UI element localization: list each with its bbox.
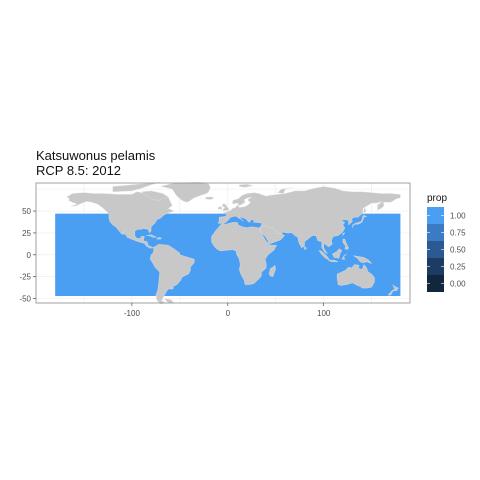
land-sakhalin: [363, 207, 367, 215]
legend-swatch: [427, 258, 444, 275]
legend-label: 0.50: [450, 246, 466, 255]
x-tick-label: 100: [317, 309, 331, 318]
y-tick-label: -50: [19, 295, 31, 304]
land-sri-lanka: [304, 246, 307, 250]
map-title: Katsuwonus pelamis: [36, 148, 156, 163]
legend-swatch: [427, 224, 444, 241]
land-australia: [336, 264, 375, 289]
land-svalbard: [239, 184, 253, 188]
land-new-guinea: [353, 255, 373, 264]
land-south-america: [149, 244, 195, 305]
x-tick-label: 0: [226, 309, 231, 318]
map-subtitle: RCP 8.5: 2012: [36, 163, 122, 178]
land-borneo: [332, 248, 343, 259]
y-tick-label: 0: [27, 251, 32, 260]
land-java: [328, 259, 339, 262]
legend-label: 1.00: [450, 212, 466, 221]
y-tick-label: -25: [19, 273, 31, 282]
legend-label: 0.25: [450, 263, 466, 272]
land-masses: [66, 181, 401, 305]
legend-swatch: [427, 207, 444, 224]
x-axis: -100 0 100: [124, 303, 331, 318]
land-baffin: [141, 190, 169, 201]
land-taiwan: [342, 232, 346, 237]
legend-swatch: [427, 241, 444, 258]
land-cuba: [146, 234, 157, 238]
x-tick-label: -100: [124, 309, 141, 318]
land-hispaniola: [156, 237, 162, 240]
land-novaya-zemlya: [277, 187, 294, 194]
land-kamchatka: [377, 202, 385, 211]
panel-border: [35, 182, 411, 304]
land-arctic-islands: [112, 181, 161, 192]
legend-swatch: [427, 275, 444, 292]
land-eurasia: [217, 186, 401, 255]
y-tick-label: 25: [22, 229, 31, 238]
land-uk: [221, 203, 229, 212]
y-axis: 50 25 0 -25 -50: [19, 207, 36, 304]
land-japan: [352, 215, 368, 228]
land-new-zealand: [387, 284, 399, 296]
land-arabia: [260, 225, 285, 244]
land-ireland: [218, 206, 223, 210]
y-tick-label: 50: [22, 207, 31, 216]
land-greenland: [160, 181, 211, 203]
land-africa: [211, 222, 277, 285]
legend-title: prop: [427, 193, 447, 204]
land-madagascar: [268, 264, 276, 277]
legend-label: 0.00: [450, 280, 466, 289]
legend-label: 0.75: [450, 229, 466, 238]
land-iceland: [204, 196, 215, 200]
land-philippines: [342, 238, 349, 250]
land-north-america: [66, 190, 175, 249]
land-sulawesi: [341, 253, 347, 260]
